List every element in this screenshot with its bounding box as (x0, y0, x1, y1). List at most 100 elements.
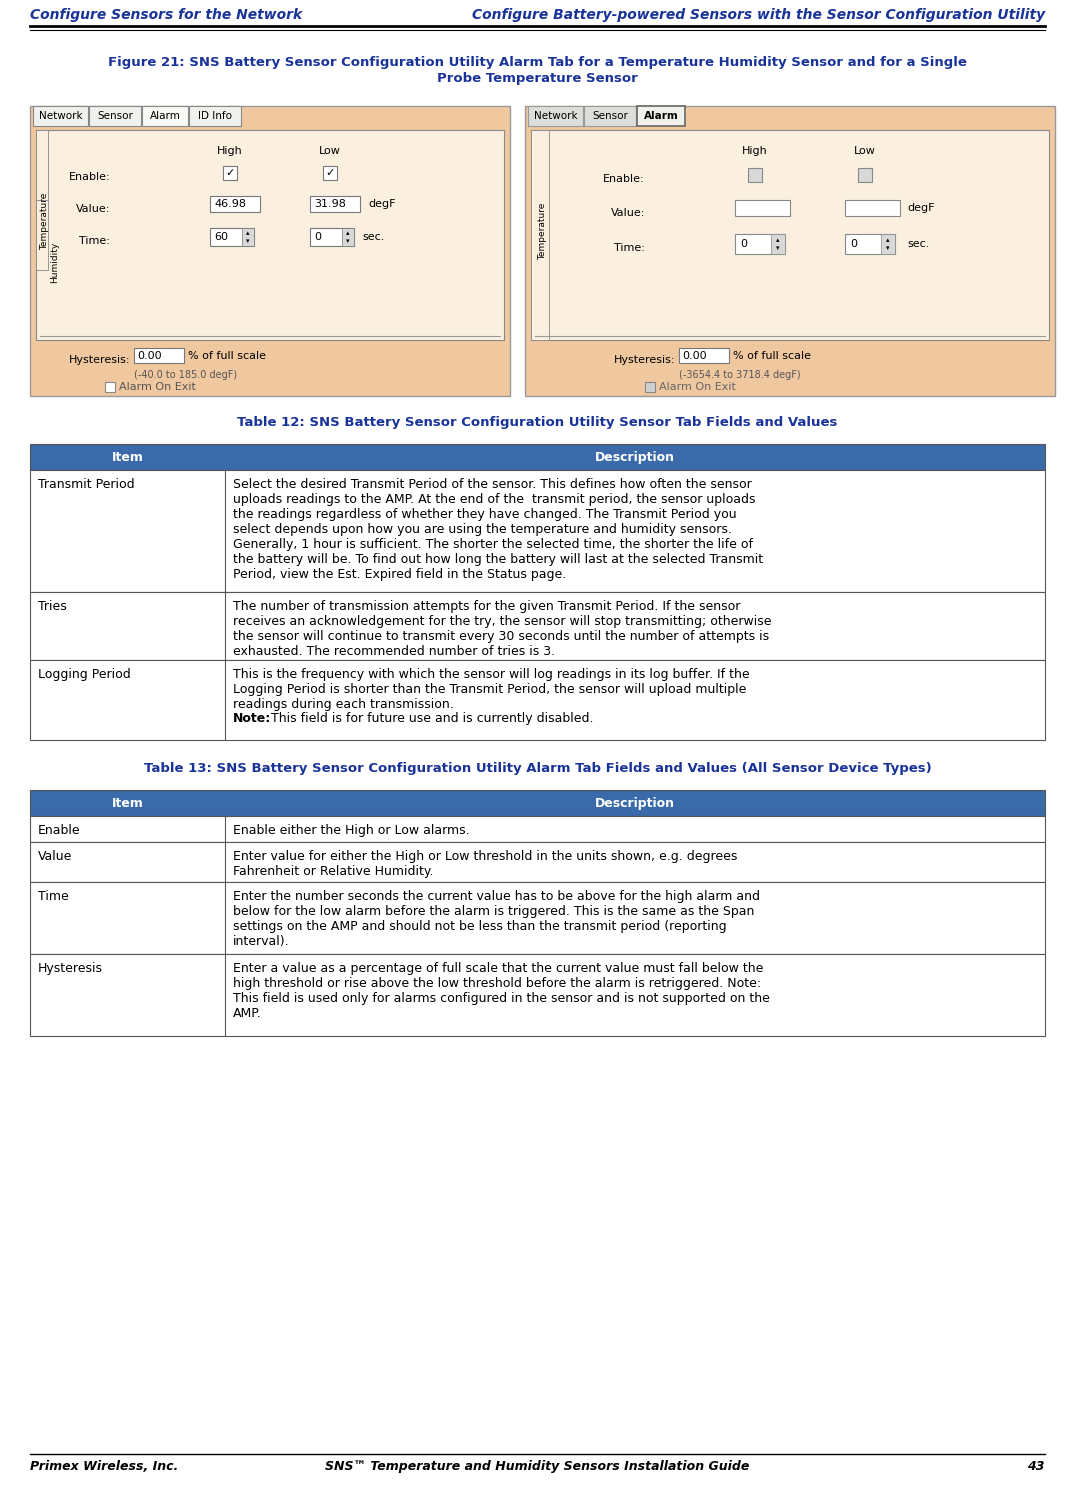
Bar (845, 233, 895, 254)
Text: 0.00: 0.00 (682, 352, 706, 361)
Text: Probe Temperature Sensor: Probe Temperature Sensor (438, 72, 637, 85)
Bar (210, 227, 254, 245)
Bar (105, 381, 115, 392)
Text: Time: Time (38, 890, 69, 904)
Text: ✓: ✓ (226, 168, 234, 178)
Text: ✓: ✓ (326, 168, 334, 178)
Bar (30, 470, 1045, 592)
Bar (679, 349, 729, 364)
Bar (735, 233, 785, 254)
Bar (30, 660, 1045, 741)
Bar (35, 130, 504, 340)
Bar (189, 106, 241, 126)
Text: Configure Battery-powered Sensors with the Sensor Configuration Utility: Configure Battery-powered Sensors with t… (472, 7, 1045, 22)
Text: Table 13: SNS Battery Sensor Configuration Utility Alarm Tab Fields and Values (: Table 13: SNS Battery Sensor Configurati… (144, 761, 931, 775)
Bar (30, 815, 1045, 842)
Bar (35, 200, 48, 269)
Text: Low: Low (854, 147, 876, 156)
Text: ▴: ▴ (246, 230, 249, 236)
Bar (528, 106, 583, 126)
Text: Sensor: Sensor (592, 111, 628, 121)
Text: Tries: Tries (38, 600, 67, 613)
Text: Hysteresis:: Hysteresis: (614, 355, 675, 365)
Bar (771, 233, 785, 254)
Text: ▾: ▾ (346, 238, 349, 244)
Text: High: High (742, 147, 768, 156)
Bar (645, 381, 655, 392)
Text: Time:: Time: (80, 236, 110, 245)
Text: Value: Value (38, 850, 72, 863)
Bar (858, 168, 872, 183)
Bar (310, 196, 360, 212)
Text: Note:: Note: (233, 712, 271, 724)
Text: Table 12: SNS Battery Sensor Configuration Utility Sensor Tab Fields and Values: Table 12: SNS Battery Sensor Configurati… (238, 416, 837, 429)
Text: Select the desired Transmit Period of the sensor. This defines how often the sen: Select the desired Transmit Period of th… (233, 479, 763, 580)
Text: Enable either the High or Low alarms.: Enable either the High or Low alarms. (233, 824, 470, 836)
Text: (-40.0 to 185.0 degF): (-40.0 to 185.0 degF) (134, 370, 238, 380)
Text: Temperature: Temperature (41, 193, 49, 250)
Bar (322, 166, 336, 180)
Text: Enable:: Enable: (603, 174, 645, 184)
Text: sec.: sec. (362, 232, 385, 242)
Text: Hysteresis: Hysteresis (38, 962, 103, 975)
Bar (30, 106, 510, 396)
Text: 31.98: 31.98 (314, 199, 346, 209)
Bar (242, 227, 254, 245)
Text: 0: 0 (314, 232, 321, 242)
Text: Value:: Value: (75, 203, 110, 214)
Text: sec.: sec. (907, 239, 930, 248)
Bar (35, 130, 48, 200)
Text: Alarm On Exit: Alarm On Exit (119, 381, 196, 392)
Bar (30, 790, 1045, 815)
Text: SNS™ Temperature and Humidity Sensors Installation Guide: SNS™ Temperature and Humidity Sensors In… (326, 1460, 749, 1474)
Bar (748, 168, 762, 183)
Text: 46.98: 46.98 (214, 199, 246, 209)
Text: Enable: Enable (38, 824, 81, 836)
Text: Item: Item (112, 796, 143, 809)
Text: ▾: ▾ (246, 238, 249, 244)
Text: Configure Sensors for the Network: Configure Sensors for the Network (30, 7, 302, 22)
Bar (210, 196, 260, 212)
Text: Humidity: Humidity (51, 242, 59, 283)
Text: Sensor: Sensor (97, 111, 133, 121)
Text: Enter the number seconds the current value has to be above for the high alarm an: Enter the number seconds the current val… (233, 890, 760, 948)
Bar (142, 106, 188, 126)
Bar (30, 592, 1045, 660)
Text: Alarm On Exit: Alarm On Exit (659, 381, 736, 392)
Bar (30, 883, 1045, 954)
Text: Description: Description (594, 796, 675, 809)
Text: Logging Period: Logging Period (38, 669, 131, 681)
Text: % of full scale: % of full scale (188, 352, 266, 361)
Bar (223, 166, 236, 180)
Text: 43: 43 (1028, 1460, 1045, 1474)
Text: Time:: Time: (614, 242, 645, 253)
Bar (882, 233, 895, 254)
Bar (584, 106, 636, 126)
Text: ▴: ▴ (346, 230, 349, 236)
Text: Enable:: Enable: (69, 172, 110, 183)
Bar (33, 106, 88, 126)
Text: ▾: ▾ (886, 245, 890, 251)
Text: ▴: ▴ (886, 236, 890, 242)
Text: ▴: ▴ (776, 236, 779, 242)
Text: Alarm: Alarm (644, 111, 678, 121)
Bar (30, 842, 1045, 883)
Bar (637, 106, 685, 126)
Text: Transmit Period: Transmit Period (38, 479, 134, 491)
Text: (-3654.4 to 3718.4 degF): (-3654.4 to 3718.4 degF) (679, 370, 801, 380)
Text: % of full scale: % of full scale (733, 352, 811, 361)
Text: Hysteresis:: Hysteresis: (69, 355, 130, 365)
Bar (531, 130, 549, 340)
Text: Primex Wireless, Inc.: Primex Wireless, Inc. (30, 1460, 178, 1474)
Bar (342, 227, 354, 245)
Text: Low: Low (319, 147, 341, 156)
Bar (735, 200, 790, 215)
Text: Enter value for either the High or Low threshold in the units shown, e.g. degree: Enter value for either the High or Low t… (233, 850, 737, 878)
Text: Value:: Value: (611, 208, 645, 218)
Text: 0: 0 (850, 239, 857, 248)
Bar (845, 200, 900, 215)
Text: ▾: ▾ (776, 245, 779, 251)
Text: High: High (217, 147, 243, 156)
Text: degF: degF (368, 199, 396, 209)
Text: Figure 21: SNS Battery Sensor Configuration Utility Alarm Tab for a Temperature : Figure 21: SNS Battery Sensor Configurat… (109, 55, 966, 69)
